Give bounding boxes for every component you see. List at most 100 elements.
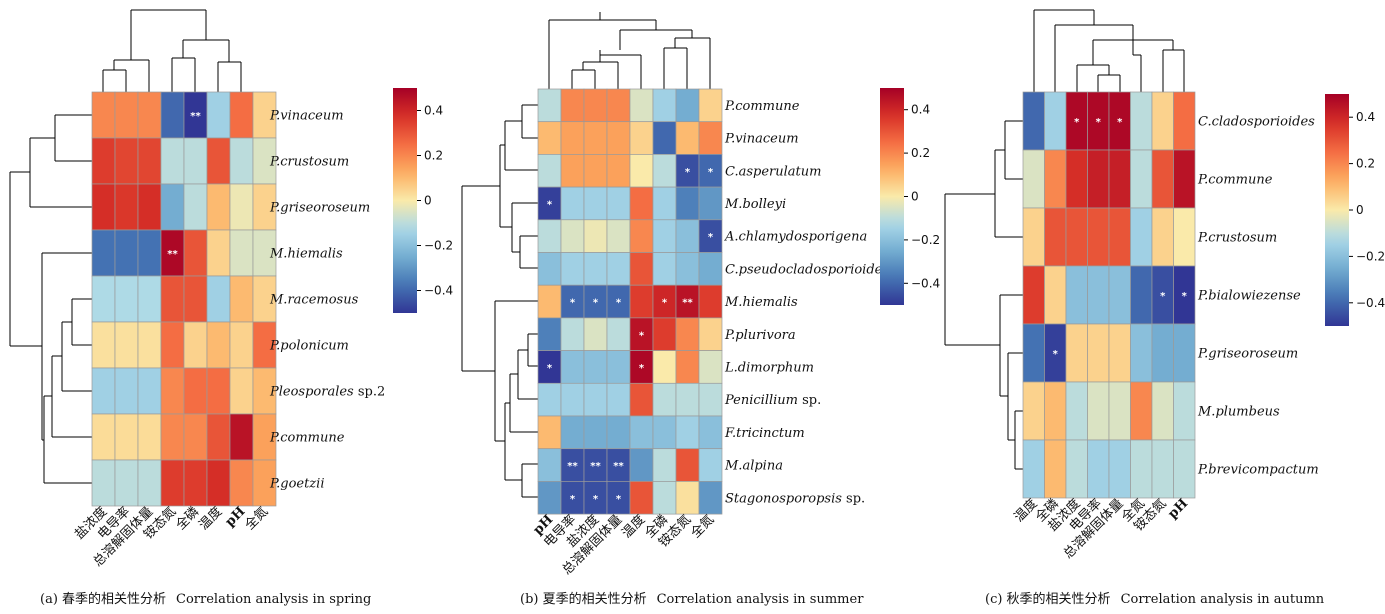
colorbar-tick-label: −0.2: [1356, 249, 1385, 263]
heatmap-cell: [91, 91, 116, 139]
heatmap-cell: [1022, 381, 1045, 441]
row-label: P.bialowiezense: [1197, 289, 1301, 304]
row-label: P.griseoroseum: [269, 201, 370, 216]
heatmap-cell: [652, 317, 677, 351]
heatmap-cell: [1087, 149, 1110, 209]
heatmap-cell: [606, 382, 631, 417]
heatmap-cell: [1151, 207, 1174, 267]
colorbar: [1325, 94, 1349, 326]
row-dendrogram: [461, 104, 538, 498]
column-label: 温度: [196, 504, 226, 534]
heatmap-cell: [229, 459, 254, 507]
heatmap-cell: [583, 252, 608, 286]
heatmap-cell: [114, 367, 139, 415]
row-label: P.crustosum: [269, 155, 349, 170]
column-dendrogram: [548, 12, 711, 89]
heatmap-cell: [606, 350, 631, 384]
heatmap-cell: [675, 252, 700, 286]
heatmap-cell: [1087, 323, 1110, 383]
heatmap-cell: [560, 121, 585, 155]
heatmap-cell: [114, 459, 139, 507]
row-label: Stagonosporopsis sp.: [725, 491, 865, 506]
colorbar-tick-label: −0.4: [424, 284, 453, 298]
heatmap-cell: [1065, 381, 1088, 441]
heatmap-cell: [1044, 265, 1067, 325]
heatmap-cell: [537, 284, 562, 319]
significance-marker: **: [167, 249, 178, 260]
heatmap-cell: [1130, 91, 1153, 151]
column-label: 全磷: [173, 504, 203, 534]
colorbar-tick-label: −0.2: [911, 233, 940, 247]
heatmap-panel-2: * **** * * * **** *** ** *** * *P.communeP.vinaceu…: [461, 12, 940, 578]
heatmap-cell: [698, 350, 723, 384]
heatmap-cell: [698, 186, 723, 221]
heatmap-cell: [183, 275, 208, 323]
heatmap-cell: [537, 415, 562, 450]
significance-marker: *: [547, 199, 553, 210]
heatmap-cell: [698, 481, 723, 515]
heatmap-cell: [606, 88, 631, 123]
column-label: pH: [1165, 496, 1191, 522]
heatmap-cell: [560, 154, 585, 188]
row-label: C.asperulatum: [725, 164, 821, 179]
heatmap-cell: [1151, 149, 1174, 209]
heatmap-cell: [1022, 439, 1045, 499]
heatmap-cell: [606, 154, 631, 188]
heatmap-cell: [629, 448, 654, 482]
heatmap-cell: [183, 413, 208, 461]
heatmap-cell: [606, 186, 631, 221]
heatmap-cell: [1087, 439, 1110, 499]
heatmap-cell: [1108, 323, 1131, 383]
heatmap-cell: [1108, 439, 1131, 499]
caption-spring-zh: (a) 春季的相关性分析: [40, 592, 167, 607]
significance-marker: *: [1117, 117, 1123, 128]
significance-marker: *: [570, 494, 576, 505]
heatmap-cell: [675, 350, 700, 384]
heatmap-cell: [537, 481, 562, 515]
heatmap-cell: [91, 321, 116, 369]
row-label: P.commune: [724, 99, 800, 114]
caption-summer-en: Correlation analysis in summer: [656, 592, 864, 607]
heatmap-cell: [698, 415, 723, 450]
caption-autumn-zh: (c) 秋季的相关性分析: [985, 592, 1111, 607]
heatmap-cell: [137, 137, 162, 185]
heatmap-cell: [537, 317, 562, 351]
heatmap-cell: [629, 121, 654, 155]
row-label: P.vinaceum: [269, 109, 344, 124]
heatmap-cell: [160, 321, 185, 369]
row-label: M.bolleyi: [724, 197, 786, 212]
heatmap-cell: [1087, 381, 1110, 441]
heatmap-cell: [114, 275, 139, 323]
heatmap-cell: [583, 154, 608, 188]
heatmap-cell: [583, 382, 608, 417]
significance-marker: *: [1053, 349, 1059, 360]
heatmap-cell: [137, 229, 162, 277]
row-label: P.plurivora: [724, 328, 796, 343]
heatmap-cell: [583, 121, 608, 155]
heatmap-cell: [583, 350, 608, 384]
heatmap-cell: [91, 137, 116, 185]
heatmap-cell: [629, 382, 654, 417]
heatmap-cell: [183, 367, 208, 415]
heatmap-cell: [160, 137, 185, 185]
heatmap-cell: [1130, 265, 1153, 325]
heatmap-cell: [1022, 207, 1045, 267]
significance-marker: *: [708, 232, 714, 243]
heatmap-cell: [1044, 91, 1067, 151]
row-dendrogram: [944, 120, 1023, 470]
heatmap-panel-1: ** ** P.vinaceum P.crustosum P.griseoroseum M…: [9, 9, 453, 570]
heatmap-cell: [606, 219, 631, 253]
heatmap-cell: [1130, 149, 1153, 209]
heatmap-cell: [114, 91, 139, 139]
heatmap-cell: [252, 459, 277, 507]
heatmap-cell: [537, 252, 562, 286]
heatmap-cell: [137, 413, 162, 461]
heatmap-cell: [675, 382, 700, 417]
significance-marker: *: [570, 298, 576, 309]
significance-marker: *: [547, 363, 553, 374]
heatmap-cell: [160, 459, 185, 507]
heatmap-cell: [229, 91, 254, 139]
heatmap-cell: [675, 186, 700, 221]
heatmap-cell: [583, 317, 608, 351]
